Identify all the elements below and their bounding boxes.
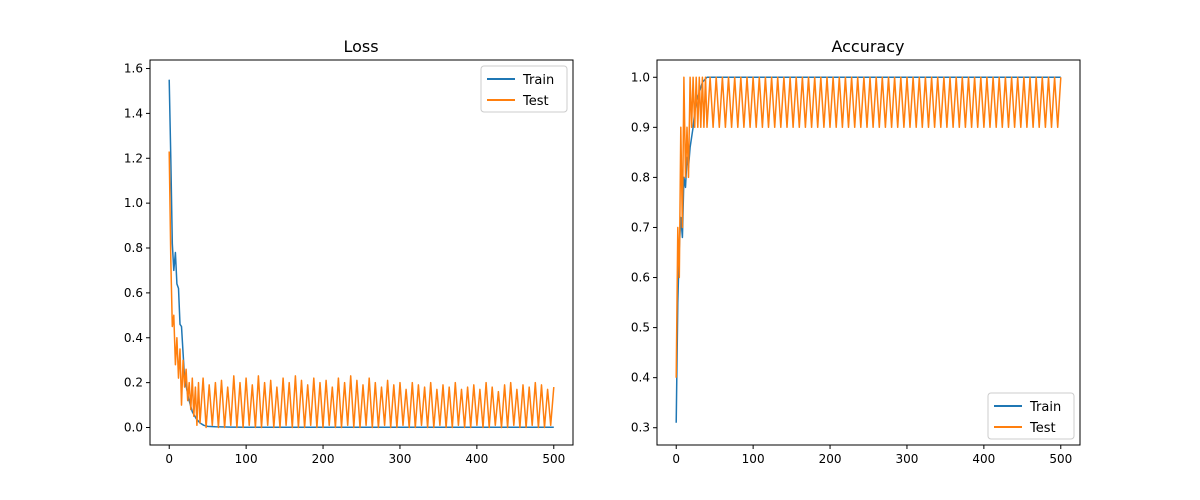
accuracy-test-line xyxy=(675,76,1062,378)
accuracy-y-tick-label: 0.6 xyxy=(631,271,650,285)
loss-chart-legend: Train Test xyxy=(480,65,568,113)
accuracy-y-tick-label: 0.9 xyxy=(631,120,650,134)
accuracy-y-tick-label: 0.3 xyxy=(631,421,650,435)
loss-chart-frame xyxy=(149,59,574,446)
loss-y-tick-label: 1.6 xyxy=(124,62,143,76)
loss-y-tick-label: 1.0 xyxy=(124,196,143,210)
loss-x-tick-label: 100 xyxy=(235,452,258,466)
accuracy-chart-plot-area xyxy=(675,76,1062,423)
loss-x-tick-label: 500 xyxy=(542,452,565,466)
accuracy-y-tick-label: 0.5 xyxy=(631,321,650,335)
accuracy-y-tick-label: 1.0 xyxy=(631,70,650,84)
accuracy-x-tick-label: 500 xyxy=(1049,452,1072,466)
loss-y-tick-label: 0.0 xyxy=(124,421,143,435)
accuracy-x-tick-label: 400 xyxy=(972,452,995,466)
loss-x-tick-label: 300 xyxy=(389,452,412,466)
accuracy-y-tick-label: 0.4 xyxy=(631,371,650,385)
loss-y-tick-label: 0.4 xyxy=(124,331,143,345)
loss-y-tick-label: 0.8 xyxy=(124,241,143,255)
accuracy-train-line xyxy=(675,76,1061,423)
loss-y-tick-label: 0.6 xyxy=(124,286,143,300)
accuracy-x-tick-label: 300 xyxy=(896,452,919,466)
loss-chart-plot-area xyxy=(168,79,555,429)
accuracy-legend-label-train: Train xyxy=(1029,400,1061,415)
loss-chart-title: Loss xyxy=(343,37,378,56)
loss-x-tick-label: 200 xyxy=(312,452,335,466)
accuracy-chart-frame xyxy=(656,59,1081,446)
loss-test-line xyxy=(168,151,555,429)
accuracy-chart: Accuracy 0 100 200 300 400 500 0.3 0.4 0.5 0.6 0.7… xyxy=(631,37,1081,466)
loss-legend-label-test: Test xyxy=(522,94,549,109)
accuracy-x-tick-label: 0 xyxy=(672,452,680,466)
accuracy-chart-title: Accuracy xyxy=(831,37,904,56)
loss-chart: Loss 0 100 200 300 400 500 0.0 0.2 0.4 0.6 0.8 1.0 1… xyxy=(124,37,574,466)
loss-x-tick-label: 0 xyxy=(165,452,173,466)
loss-legend-label-train: Train xyxy=(522,73,554,88)
accuracy-y-tick-label: 0.7 xyxy=(631,220,650,234)
accuracy-x-tick-label: 200 xyxy=(819,452,842,466)
accuracy-legend-label-test: Test xyxy=(1029,421,1056,436)
loss-chart-ticks: 0 100 200 300 400 500 0.0 0.2 0.4 0.6 0.8 1.0 1.2 1.4… xyxy=(124,62,565,466)
accuracy-x-tick-label: 100 xyxy=(742,452,765,466)
accuracy-y-tick-label: 0.8 xyxy=(631,170,650,184)
loss-x-tick-label: 400 xyxy=(465,452,488,466)
loss-y-tick-label: 1.4 xyxy=(124,106,143,120)
accuracy-chart-ticks: 0 100 200 300 400 500 0.3 0.4 0.5 0.6 0.7 0.8 0.9 1.0 xyxy=(631,70,1072,466)
accuracy-chart-legend: Train Test xyxy=(987,392,1075,440)
loss-y-tick-label: 1.2 xyxy=(124,151,143,165)
loss-y-tick-label: 0.2 xyxy=(124,376,143,390)
loss-train-line xyxy=(168,79,554,429)
